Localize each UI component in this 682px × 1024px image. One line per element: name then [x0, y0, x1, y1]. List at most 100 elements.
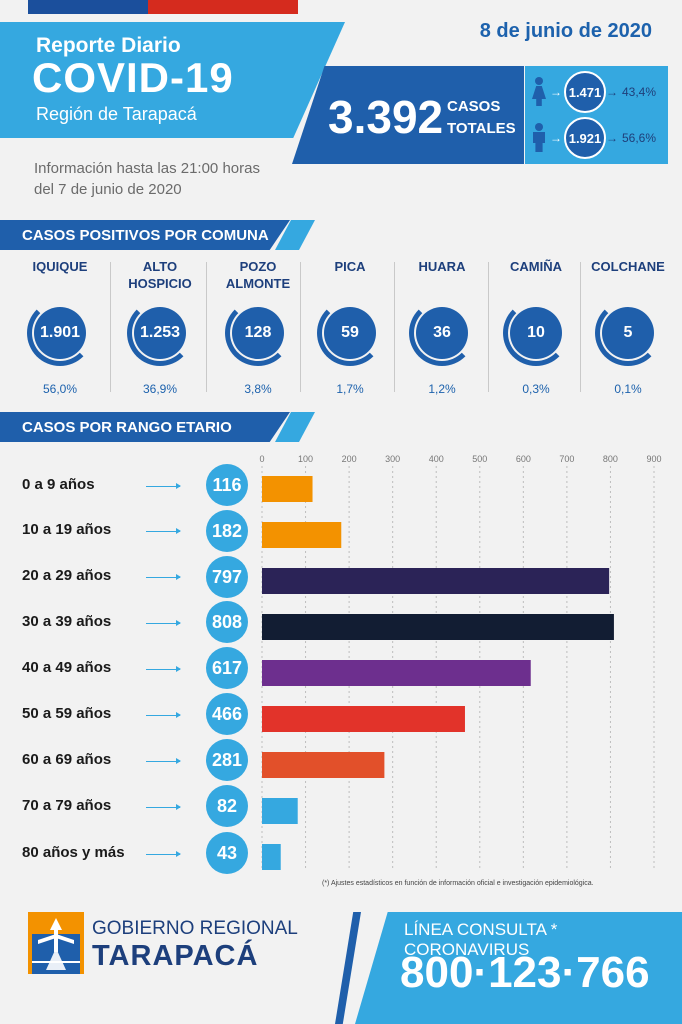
header-banner: [0, 22, 345, 138]
comuna-value: 36: [416, 307, 468, 359]
comuna-name: PICA: [334, 259, 366, 274]
comuna-colchane: COLCHANE 5 0,1%: [582, 258, 674, 396]
bar: [262, 568, 610, 594]
divider: [394, 262, 395, 392]
comuna-name: POZO ALMONTE: [225, 259, 291, 291]
arrow-icon: [146, 851, 181, 857]
arrow-icon: [146, 483, 181, 489]
gobierno-line2: TARAPACÁ: [92, 940, 259, 972]
age-value-circle: 116: [206, 464, 248, 506]
age-value-circle: 82: [206, 785, 248, 827]
comuna-value: 59: [324, 307, 376, 359]
age-bar-chart: 0 100 200 300 400 500 600 700 800 900: [259, 454, 662, 870]
gender-row-female: → 1.471 → 43,4%: [532, 70, 672, 114]
info-text: Información hasta las 21:00 horas del 7 …: [34, 158, 260, 200]
gender-row-male: → 1.921 → 56,6%: [532, 116, 672, 160]
x-tick-label: 900: [646, 454, 661, 464]
comuna-pct: 36,9%: [142, 382, 178, 396]
divider: [206, 262, 207, 392]
female-count: 1.471: [564, 71, 606, 113]
footnote: (*) Ajustes estadísticos en función de i…: [322, 880, 594, 887]
age-value-circle: 43: [206, 832, 248, 874]
bar: [262, 706, 465, 732]
divider: [488, 262, 489, 392]
bar: [262, 522, 342, 548]
header-subtitle: Reporte Diario: [36, 34, 181, 57]
arrow-icon: [146, 528, 181, 534]
arrow-icon: [146, 758, 181, 764]
tarapaca-logo-icon: [28, 912, 84, 974]
age-value-circle: 281: [206, 739, 248, 781]
age-label: 80 años y más: [22, 844, 125, 861]
info-line1: Información hasta las 21:00 horas: [34, 160, 260, 177]
x-tick-label: 700: [559, 454, 574, 464]
comuna-ring: 59: [317, 300, 383, 366]
header-region: Región de Tarapacá: [36, 104, 197, 124]
comuna-ring: 36: [409, 300, 475, 366]
comuna-pct: 0,1%: [614, 382, 642, 396]
bar: [262, 660, 531, 686]
age-value-circle: 797: [206, 556, 248, 598]
divider: [300, 262, 301, 392]
comuna-pct: 3,8%: [244, 382, 272, 396]
comuna-name: ALTO HOSPICIO: [128, 259, 192, 291]
comuna-ring: 1.901: [27, 300, 93, 366]
arrow-icon: [146, 574, 181, 580]
bar: [262, 798, 298, 824]
female-pct: 43,4%: [622, 85, 657, 99]
comuna-huara: HUARA 36 1,2%: [396, 258, 488, 396]
comuna-pct: 56,0%: [42, 382, 78, 396]
arrow-icon: [146, 712, 181, 718]
arrow-icon: [146, 620, 181, 626]
section-edad-title: CASOS POR RANGO ETARIO: [0, 412, 290, 442]
phone-number[interactable]: 800·123·766: [400, 948, 650, 997]
comuna-name: IQUIQUE: [32, 259, 88, 274]
report-date: 8 de junio de 2020: [479, 20, 652, 42]
comuna-ring: 1.253: [127, 300, 193, 366]
x-tick-label: 400: [429, 454, 444, 464]
male-icon: [532, 123, 546, 153]
total-cases-label: CASOS TOTALES: [447, 96, 516, 140]
divider: [580, 262, 581, 392]
comuna-pct: 1,7%: [336, 382, 364, 396]
age-value-circle: 617: [206, 647, 248, 689]
comuna-ring: 5: [595, 300, 661, 366]
age-label: 20 a 29 años: [22, 567, 112, 584]
x-tick-label: 500: [472, 454, 487, 464]
gobierno-line1: GOBIERNO REGIONAL: [92, 918, 298, 939]
comuna-value: 10: [510, 307, 562, 359]
comuna-value: 1.253: [134, 307, 186, 359]
divider: [110, 262, 111, 392]
comuna-value: 1.901: [34, 307, 86, 359]
age-value-circle: 808: [206, 601, 248, 643]
info-line2: del 7 de junio de 2020: [34, 181, 182, 198]
linea-consulta-label: LÍNEA CONSULTA * CORONAVIRUS: [404, 920, 558, 959]
age-label: 70 a 79 años: [22, 797, 112, 814]
bar: [262, 752, 385, 778]
total-cases-value: 3.392: [328, 91, 444, 143]
male-count: 1.921: [564, 117, 606, 159]
comuna-name: CAMIÑA: [510, 259, 562, 274]
total-label-line1: CASOS: [447, 98, 501, 115]
arrow-icon: →: [606, 131, 618, 145]
x-tick-label: 200: [342, 454, 357, 464]
comuna-ring: 10: [503, 300, 569, 366]
comuna-ring: 128: [225, 300, 291, 366]
flag-blue-stripe: [28, 0, 148, 14]
comuna-pct: 1,2%: [428, 382, 456, 396]
bar: [262, 844, 281, 870]
arrow-icon: →: [550, 85, 562, 99]
total-label-line2: TOTALES: [447, 120, 516, 137]
flag-red-stripe: [148, 0, 298, 14]
age-label: 10 a 19 años: [22, 521, 112, 538]
age-label: 50 a 59 años: [22, 705, 112, 722]
comuna-value: 128: [232, 307, 284, 359]
footer-stripe: [335, 912, 361, 1024]
arrow-icon: →: [550, 131, 562, 145]
x-tick-label: 300: [385, 454, 400, 464]
arrow-icon: →: [606, 85, 618, 99]
section-comunas-title: CASOS POSITIVOS POR COMUNA: [0, 220, 290, 250]
footer-contact-box: [355, 912, 682, 1024]
age-label: 30 a 39 años: [22, 613, 112, 630]
x-tick-label: 600: [516, 454, 531, 464]
